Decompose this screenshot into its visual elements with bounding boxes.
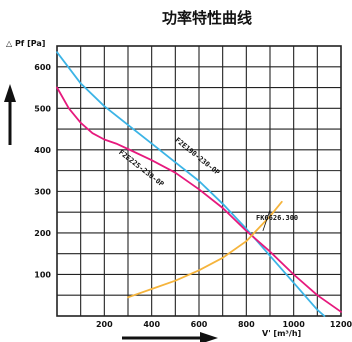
- x-tick-label: 400: [143, 320, 160, 329]
- annotation-leader: [262, 209, 271, 231]
- x-tick-label: 600: [191, 320, 208, 329]
- series-label-fk6626: FK6626.300: [256, 214, 298, 222]
- x-tick-label: 1000: [283, 320, 306, 329]
- y-tick-label: 300: [34, 187, 51, 196]
- y-tick-label: 100: [34, 270, 51, 279]
- chart-title: 功率特性曲线: [162, 9, 252, 27]
- series-line-f2e225-230-0p: [56, 86, 342, 313]
- y-tick-label: 600: [34, 63, 51, 72]
- y-axis-label: △ Pf [Pa]: [6, 39, 45, 48]
- y-tick-label: 500: [34, 104, 51, 113]
- grid: [56, 45, 342, 317]
- series-lines: [56, 51, 342, 317]
- x-axis-label: V' [m³/h]: [262, 329, 301, 338]
- x-tick-label: 200: [96, 320, 113, 329]
- x-tick-label: 800: [238, 320, 255, 329]
- y-axis-arrow: [4, 84, 16, 145]
- y-tick-label: 400: [34, 146, 51, 155]
- x-axis-arrow: [122, 332, 218, 342]
- x-tick-label: 1200: [330, 320, 352, 329]
- tick-labels: 100 200 300 400 500 600 200 400 600 800 1000 1200: [34, 63, 352, 329]
- series-line-f2e190-230-0p: [56, 51, 326, 317]
- y-tick-label: 200: [34, 229, 51, 238]
